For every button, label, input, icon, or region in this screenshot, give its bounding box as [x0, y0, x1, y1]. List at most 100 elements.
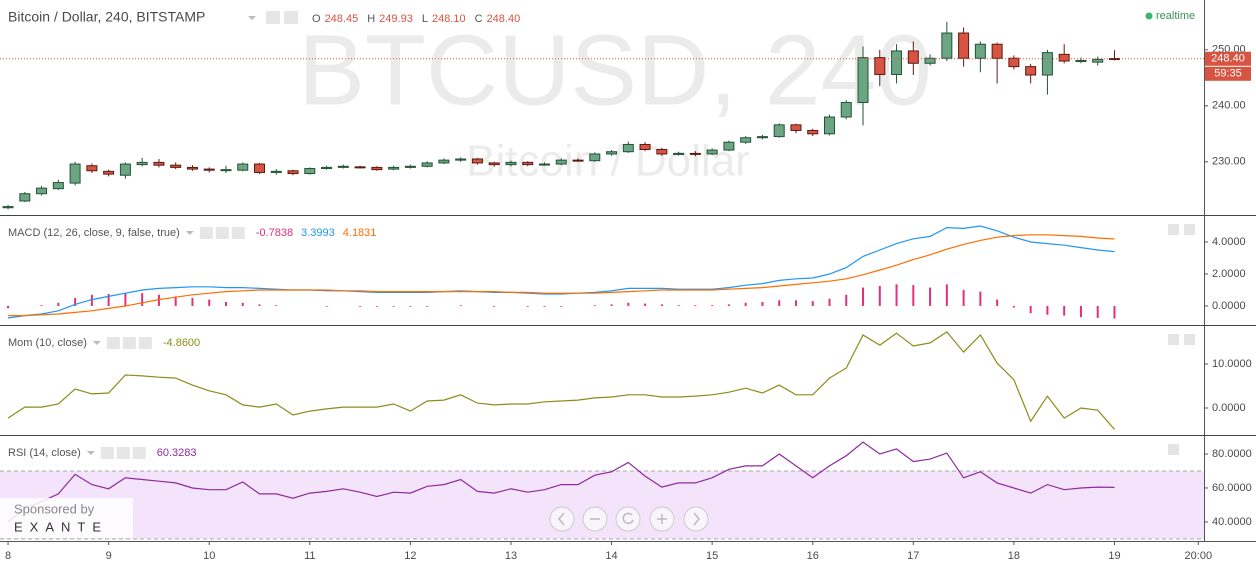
chart-title: Bitcoin / Dollar, 240, BITSTAMP	[8, 9, 205, 25]
ohlc-value: 248.40	[487, 13, 521, 25]
x-tick-label: 10	[203, 550, 215, 562]
y-tick-label: 0.0000	[1212, 402, 1246, 414]
candle-body	[354, 166, 366, 169]
watermark: BTCUSD, 240	[298, 14, 932, 126]
realtime-status: realtime	[1156, 10, 1195, 22]
pane-button[interactable]	[1168, 224, 1179, 235]
candle-body	[52, 182, 64, 190]
candle-body	[254, 163, 266, 173]
indicator-icon[interactable]	[132, 447, 146, 459]
x-tick-label: 20:00	[1185, 550, 1213, 562]
candle-body	[471, 158, 483, 164]
candle-body	[220, 169, 232, 172]
x-tick-label: 9	[106, 550, 112, 562]
pane-button[interactable]	[1184, 224, 1195, 235]
candle-body	[773, 124, 785, 138]
indicator-icon[interactable]	[122, 337, 136, 349]
ohlc-value: 249.93	[379, 13, 413, 25]
candle-body	[1008, 57, 1020, 68]
indicator-line	[8, 234, 1115, 317]
y-tick-label: 40.0000	[1212, 516, 1252, 528]
y-tick-label: 10.0000	[1212, 358, 1252, 370]
candle-body	[321, 166, 333, 170]
ohlc-key: C	[475, 13, 483, 25]
candle-body	[488, 162, 500, 166]
indicator-icon[interactable]	[231, 227, 245, 239]
candle-body	[991, 43, 1003, 59]
candle-body	[119, 163, 131, 176]
indicator-icon[interactable]	[106, 337, 120, 349]
nav-button[interactable]	[549, 506, 575, 532]
pane-button[interactable]	[1168, 444, 1179, 455]
indicator-title: MACD (12, 26, close, 9, false, true)	[8, 227, 180, 239]
pane-button[interactable]	[1168, 334, 1179, 345]
indicator-value: -0.7838	[256, 227, 293, 239]
y-tick-label: 240.00	[1212, 100, 1246, 112]
indicator-icon[interactable]	[116, 447, 130, 459]
candle-body	[941, 32, 953, 59]
settings-icon[interactable]	[284, 11, 298, 24]
candle-body	[203, 168, 215, 171]
dropdown-icon[interactable]	[86, 451, 95, 455]
dropdown-icon[interactable]	[248, 16, 256, 20]
nav-button[interactable]	[615, 506, 641, 532]
nav-icon	[622, 512, 634, 525]
nav-icon	[693, 512, 700, 526]
candle-body	[840, 101, 852, 118]
candle-body	[538, 163, 550, 166]
candle-body	[958, 32, 970, 59]
candle-body	[103, 170, 115, 175]
candle-body	[36, 187, 48, 195]
candle-body	[19, 193, 31, 202]
candle-body	[740, 137, 752, 143]
candle-body	[522, 161, 534, 166]
indicator-icon[interactable]	[100, 447, 114, 459]
x-tick-label: 16	[807, 550, 819, 562]
candle-body	[823, 116, 835, 135]
x-tick-label: 13	[505, 550, 517, 562]
eye-icon[interactable]	[266, 11, 280, 24]
ohlc-key: L	[422, 13, 428, 25]
candle-body	[756, 136, 768, 139]
title-icons	[248, 11, 298, 24]
candle-body	[606, 151, 618, 155]
indicator-line	[7, 331, 1115, 430]
candle-body	[723, 141, 735, 151]
candle-body	[706, 149, 718, 155]
indicator-line	[7, 441, 1115, 523]
candle-body	[237, 163, 249, 171]
sponsor-name: EXANTE	[14, 519, 108, 534]
x-tick-label: 17	[907, 550, 919, 562]
nav-button[interactable]	[683, 506, 709, 532]
candle-body	[404, 165, 416, 168]
ohlc-value: 248.45	[325, 13, 359, 25]
pane-button[interactable]	[1184, 334, 1195, 345]
candle-body	[790, 124, 802, 131]
indicator-icon[interactable]	[215, 227, 229, 239]
candle-body	[287, 170, 299, 175]
indicator-icon[interactable]	[199, 227, 213, 239]
indicator-title: Mom (10, close)	[8, 337, 87, 349]
ohlc-key: H	[367, 13, 375, 25]
candle-body	[438, 159, 450, 164]
candle-body	[1075, 59, 1087, 62]
candle-body	[2, 206, 14, 209]
candle-body	[153, 161, 165, 166]
candle-body	[807, 129, 819, 135]
dropdown-icon[interactable]	[92, 341, 101, 345]
candle-body	[891, 50, 903, 75]
candle-body	[974, 43, 986, 59]
candle-body	[1092, 58, 1104, 63]
indicator-icon[interactable]	[138, 337, 152, 349]
indicator-title: RSI (14, close)	[8, 447, 81, 459]
last-price-tag	[1205, 51, 1251, 66]
candle-body	[907, 50, 919, 64]
y-tick-label: 230.00	[1212, 156, 1246, 168]
x-tick-label: 14	[605, 550, 617, 562]
candle-body	[639, 143, 651, 150]
dropdown-icon[interactable]	[185, 231, 194, 235]
y-tick-label: 2.0000	[1212, 268, 1246, 280]
y-tick-label: 80.0000	[1212, 448, 1252, 460]
candle-body	[555, 159, 567, 165]
